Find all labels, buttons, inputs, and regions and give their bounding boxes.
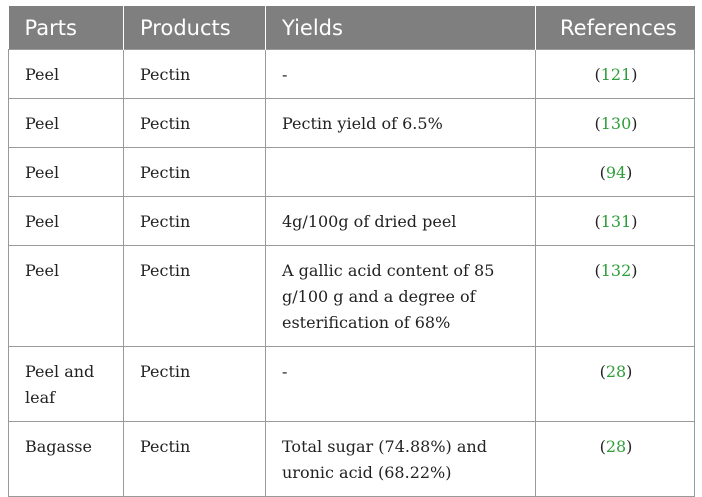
cell-part: Bagasse <box>8 421 124 497</box>
cell-product: Pectin <box>123 98 266 148</box>
reference-link[interactable]: 121 <box>600 65 632 84</box>
ref-close-paren: ) <box>631 212 638 231</box>
table-body: Peel Pectin - (121) Peel Pectin Pectin y… <box>8 49 695 497</box>
cell-part: Peel and leaf <box>8 346 124 422</box>
header-yields: Yields <box>265 6 536 50</box>
header-references: References <box>535 6 695 50</box>
cell-reference: (28) <box>535 421 695 497</box>
data-table: Parts Products Yields References Peel Pe… <box>8 6 695 497</box>
cell-product: Pectin <box>123 245 266 347</box>
table-row: Peel Pectin A gallic acid content of 85 … <box>8 245 695 347</box>
table-row: Peel Pectin - (121) <box>8 49 695 99</box>
ref-open-paren: ( <box>594 65 601 84</box>
reference-link[interactable]: 28 <box>605 362 627 381</box>
table-container: Parts Products Yields References Peel Pe… <box>8 6 695 497</box>
cell-part: Peel <box>8 196 124 246</box>
cell-part: Peel <box>8 147 124 197</box>
table-row: Bagasse Pectin Total sugar (74.88%) and … <box>8 421 695 497</box>
reference-link[interactable]: 131 <box>600 212 632 231</box>
cell-reference: (130) <box>535 98 695 148</box>
cell-reference: (131) <box>535 196 695 246</box>
ref-close-paren: ) <box>626 163 633 182</box>
cell-product: Pectin <box>123 346 266 422</box>
cell-yield <box>265 147 536 197</box>
ref-open-paren: ( <box>599 163 606 182</box>
ref-open-paren: ( <box>599 437 606 456</box>
reference-link[interactable]: 94 <box>605 163 627 182</box>
cell-part: Peel <box>8 49 124 99</box>
cell-yield: A gallic acid content of 85 g/100 g and … <box>265 245 536 347</box>
cell-yield: Total sugar (74.88%) and uronic acid (68… <box>265 421 536 497</box>
cell-yield: - <box>265 346 536 422</box>
reference-link[interactable]: 28 <box>605 437 627 456</box>
ref-close-paren: ) <box>631 261 638 280</box>
cell-reference: (28) <box>535 346 695 422</box>
reference-link[interactable]: 130 <box>600 114 632 133</box>
table-header: Parts Products Yields References <box>8 6 695 50</box>
table-row: Peel Pectin (94) <box>8 147 695 197</box>
cell-reference: (132) <box>535 245 695 347</box>
cell-yield: Pectin yield of 6.5% <box>265 98 536 148</box>
ref-open-paren: ( <box>594 114 601 133</box>
ref-close-paren: ) <box>626 362 633 381</box>
cell-product: Pectin <box>123 147 266 197</box>
header-row: Parts Products Yields References <box>8 6 695 50</box>
ref-open-paren: ( <box>594 212 601 231</box>
header-products: Products <box>123 6 266 50</box>
cell-yield: - <box>265 49 536 99</box>
cell-reference: (94) <box>535 147 695 197</box>
reference-link[interactable]: 132 <box>600 261 632 280</box>
cell-yield: 4g/100g of dried peel <box>265 196 536 246</box>
cell-part: Peel <box>8 245 124 347</box>
cell-product: Pectin <box>123 196 266 246</box>
table-row: Peel Pectin 4g/100g of dried peel (131) <box>8 196 695 246</box>
ref-open-paren: ( <box>594 261 601 280</box>
cell-reference: (121) <box>535 49 695 99</box>
ref-close-paren: ) <box>631 114 638 133</box>
table-row: Peel Pectin Pectin yield of 6.5% (130) <box>8 98 695 148</box>
ref-open-paren: ( <box>599 362 606 381</box>
ref-close-paren: ) <box>626 437 633 456</box>
header-parts: Parts <box>8 6 124 50</box>
cell-product: Pectin <box>123 421 266 497</box>
ref-close-paren: ) <box>631 65 638 84</box>
cell-product: Pectin <box>123 49 266 99</box>
table-row: Peel and leaf Pectin - (28) <box>8 346 695 422</box>
cell-part: Peel <box>8 98 124 148</box>
